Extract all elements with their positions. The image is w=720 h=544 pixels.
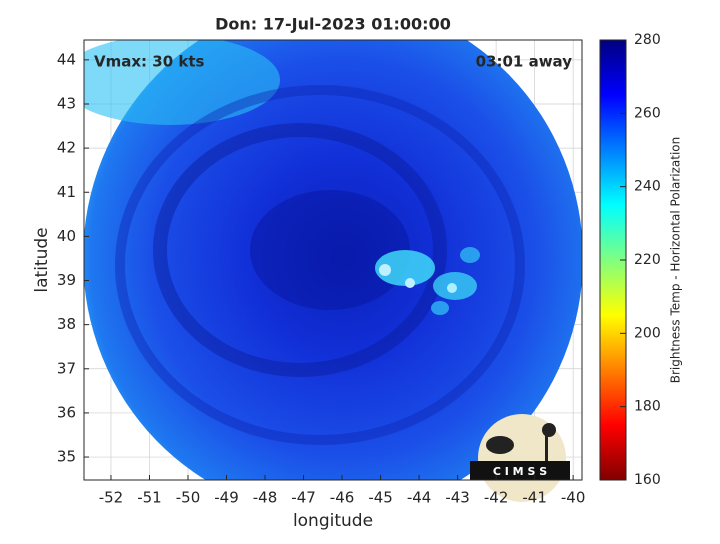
y-tick-label: 41 bbox=[57, 183, 76, 201]
x-tick-label: -51 bbox=[137, 489, 162, 507]
x-axis-label: longitude bbox=[293, 511, 373, 531]
x-tick-label: -49 bbox=[214, 489, 239, 507]
x-tick-label: -41 bbox=[522, 489, 547, 507]
satellite-image bbox=[84, 40, 582, 480]
colorbar-tick-label: 180 bbox=[634, 399, 661, 415]
x-tick-label: -45 bbox=[368, 489, 393, 507]
y-tick-label: 38 bbox=[57, 315, 76, 333]
logo-text: C I M S S bbox=[493, 465, 547, 478]
axes-box bbox=[83, 39, 583, 481]
annotation: Vmax: 30 kts bbox=[94, 53, 204, 71]
chart-title: Don: 17-Jul-2023 01:00:00 bbox=[215, 15, 451, 34]
x-tick-label: -44 bbox=[407, 489, 432, 507]
colorbar-tick-label: 260 bbox=[634, 105, 661, 121]
colorbar-tick-label: 200 bbox=[634, 325, 661, 341]
x-tick-label: -47 bbox=[291, 489, 316, 507]
y-tick-label: 42 bbox=[57, 139, 76, 157]
x-tick-label: -46 bbox=[330, 489, 355, 507]
x-tick-label: -50 bbox=[176, 489, 201, 507]
x-tick-label: -52 bbox=[99, 489, 124, 507]
y-tick-label: 37 bbox=[57, 359, 76, 377]
y-tick-label: 39 bbox=[57, 271, 76, 289]
y-tick-label: 43 bbox=[57, 94, 76, 112]
x-tick-label: -40 bbox=[561, 489, 586, 507]
colorbar-tick-label: 240 bbox=[634, 179, 661, 195]
x-tick-label: -43 bbox=[445, 489, 470, 507]
y-tick-label: 36 bbox=[57, 403, 76, 421]
x-tick-label: -48 bbox=[253, 489, 278, 507]
y-tick-label: 40 bbox=[57, 227, 76, 245]
colorbar-tick-label: 280 bbox=[634, 32, 661, 48]
colorbar-label: Brightness Temp - Horizontal Polarizatio… bbox=[669, 137, 683, 384]
y-tick-label: 44 bbox=[57, 50, 76, 68]
x-tick-label: -42 bbox=[484, 489, 509, 507]
colorbar-tick-label: 160 bbox=[634, 472, 661, 488]
annotation: 03:01 away bbox=[476, 53, 573, 71]
colorbar-tick-label: 220 bbox=[634, 252, 661, 268]
y-axis-label: latitude bbox=[32, 227, 52, 292]
y-tick-label: 35 bbox=[57, 448, 76, 466]
